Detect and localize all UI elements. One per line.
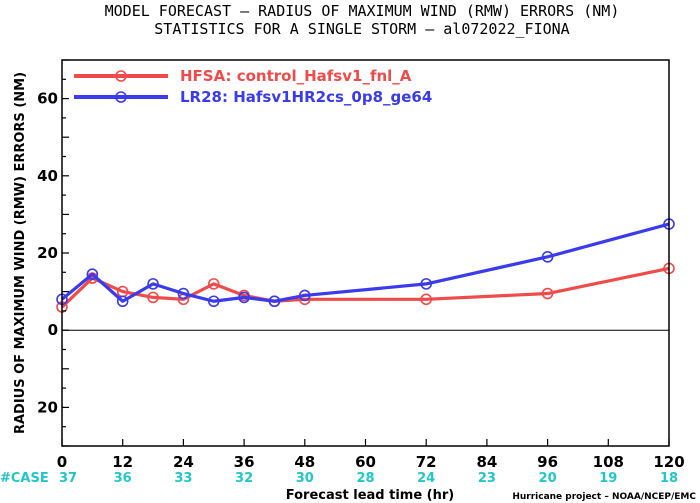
legend-label: LR28: Hafsv1HR2cs_0p8_ge64 [180,88,432,106]
series-line-1 [60,266,670,309]
case-count: 19 [599,471,617,486]
legend-marker [115,70,127,82]
x-tick-label: 120 [653,453,684,471]
series-1-point [420,293,433,306]
x-tick-label: 96 [537,453,558,471]
case-count: 23 [478,471,496,486]
plot-frame [61,59,670,447]
case-count-label: #CASE [0,471,49,486]
series-1-point [207,278,220,290]
y-axis: 20 0 20 40 60 [37,59,69,447]
case-count: 36 [114,471,132,486]
y-tick-label: 40 [37,167,58,185]
case-count: 37 [59,471,77,486]
case-count: 33 [174,471,192,486]
x-tick-label: 60 [355,453,376,471]
series-2-point [420,278,433,290]
x-tick-label: 108 [593,453,624,471]
series-2-point [238,291,250,304]
x-tick-label: 36 [234,453,255,471]
case-counts: #CASE 37 36 33 32 30 28 24 23 20 19 18 [0,471,678,486]
chart-title: MODEL FORECAST – RADIUS OF MAXIMUM WIND … [105,2,620,20]
series-1-point [541,287,554,300]
series-layer [56,218,675,313]
case-count: 18 [660,471,678,486]
x-axis-label: Forecast lead time (hr) [286,488,454,503]
x-tick-label: 84 [476,453,497,471]
x-tick-label: 12 [112,453,133,471]
case-count: 32 [235,471,253,486]
series-2-point [207,295,220,308]
series-2-point [541,251,554,263]
series-2-point [147,278,159,290]
series-2-point [268,295,281,308]
chart-subtitle: STATISTICS FOR A SINGLE STORM – al072022… [154,20,569,38]
series-2-point [298,289,311,302]
series-2-point [86,268,99,281]
case-count: 24 [417,471,435,486]
x-axis: 0 12 24 36 48 60 72 84 96 108 120 [57,439,685,471]
legend-marker [115,91,127,103]
legend-label: HFSA: control_Hafsv1_fnl_A [180,67,412,85]
credit-text: Hurricane project – NOAA/NCEP/EMC [512,492,696,502]
series-2-point [116,295,129,308]
x-tick-label: 48 [294,453,315,471]
case-count: 30 [296,471,314,486]
legend: HFSA: control_Hafsv1_fnl_A LR28: Hafsv1HR… [74,67,432,106]
case-count: 20 [539,471,557,486]
y-tick-label: 0 [48,321,58,339]
y-tick-label: 60 [37,90,58,108]
y-axis-label: RADIUS OF MAXIMUM WIND (RMW) ERRORS (NM) [13,72,28,434]
y-tick-label: 20 [37,244,58,262]
x-tick-label: 72 [416,453,437,471]
case-count: 28 [356,471,374,486]
series-1-point [147,291,159,304]
y-tick-label: 20 [37,398,58,416]
x-tick-label: 24 [173,453,194,471]
series-2-point [177,287,190,300]
series-line-2 [60,222,670,303]
x-tick-label: 0 [57,453,67,471]
